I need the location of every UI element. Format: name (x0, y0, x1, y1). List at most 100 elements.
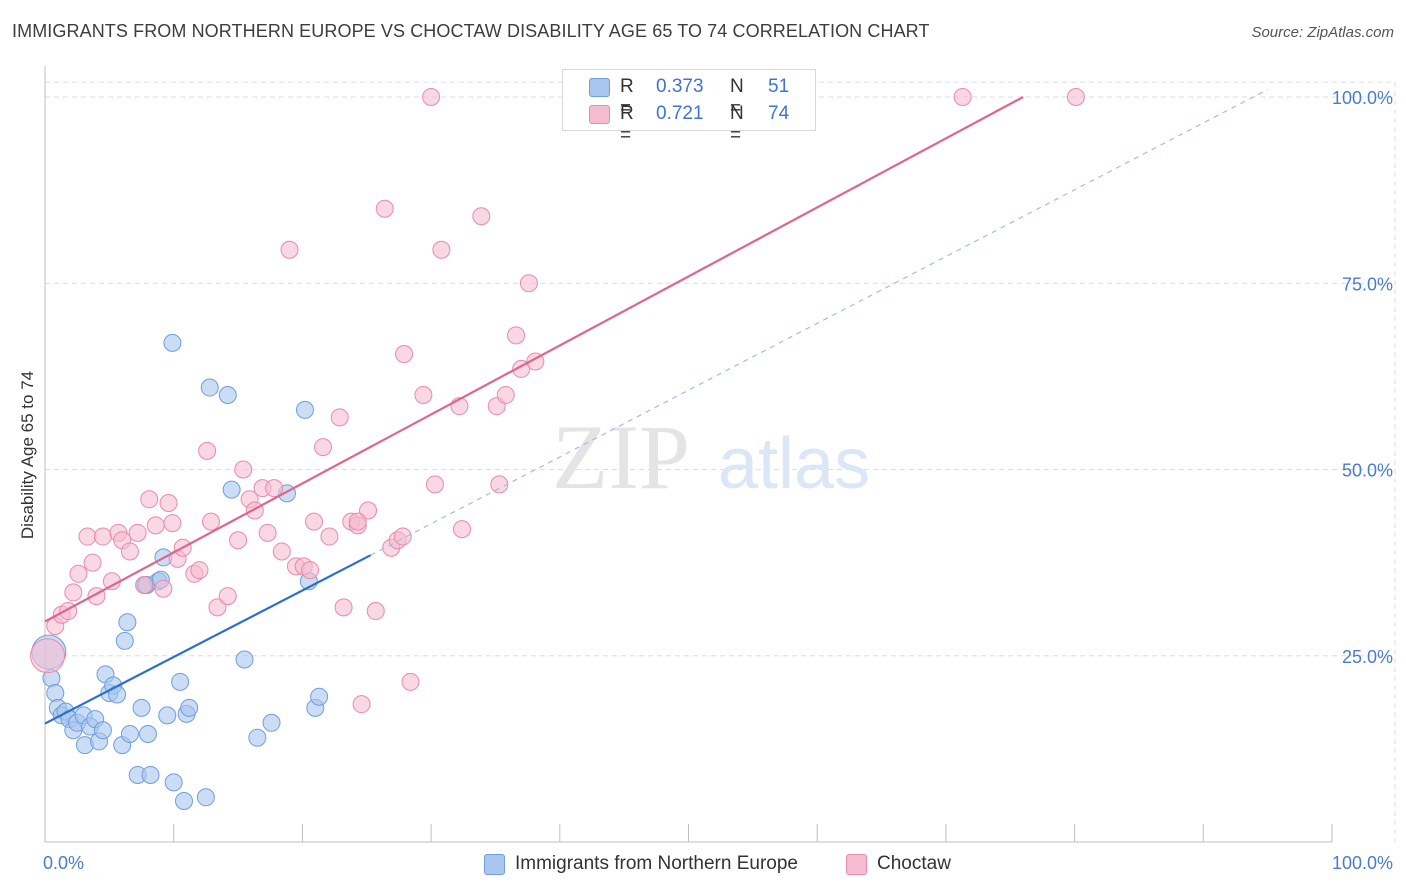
point-immigrants (141, 765, 160, 784)
point-choctaw (229, 531, 248, 550)
point-choctaw (301, 561, 320, 580)
point-immigrants (171, 672, 190, 691)
legend-n-label: N = (730, 103, 744, 146)
point-immigrants (163, 333, 182, 352)
point-choctaw (234, 460, 253, 479)
bottom-legend-swatch-pink (846, 854, 867, 875)
y-tick-label: 75.0% (1342, 274, 1393, 294)
point-choctaw (320, 527, 339, 546)
legend-r-value: 0.373 (656, 76, 704, 97)
trend-line-choctaw (44, 96, 1024, 623)
point-choctaw (366, 602, 385, 621)
point-choctaw (393, 527, 412, 546)
point-choctaw (330, 408, 349, 427)
legend-r-value: 0.721 (656, 103, 704, 124)
point-immigrants (222, 480, 241, 499)
point-choctaw (507, 326, 526, 345)
point-choctaw (208, 598, 227, 617)
point-choctaw (519, 274, 538, 293)
point-choctaw (313, 438, 332, 457)
y-tick-label: 25.0% (1342, 647, 1393, 667)
point-choctaw (128, 523, 147, 542)
point-choctaw (496, 386, 515, 404)
point-choctaw (159, 494, 178, 513)
point-choctaw (64, 583, 83, 602)
point-choctaw (272, 542, 291, 561)
point-choctaw (69, 564, 88, 583)
point-choctaw (258, 523, 277, 542)
point-choctaw (190, 561, 209, 580)
grid-layer (45, 81, 1396, 842)
point-choctaw (93, 527, 112, 546)
point-choctaw (120, 542, 139, 561)
y-axis-label: Disability Age 65 to 74 (18, 370, 37, 540)
point-choctaw (245, 501, 264, 520)
point-choctaw (30, 638, 66, 674)
point-immigrants (262, 713, 281, 732)
point-immigrants (174, 792, 193, 811)
x-tick-label: 100.0% (1332, 853, 1393, 873)
point-immigrants (115, 631, 134, 650)
point-choctaw (432, 240, 451, 259)
point-choctaw (395, 345, 414, 364)
point-choctaw (452, 520, 471, 539)
point-immigrants (235, 650, 254, 669)
point-immigrants (218, 386, 237, 404)
point-choctaw (304, 512, 323, 531)
point-choctaw (352, 695, 371, 714)
point-choctaw (265, 479, 284, 498)
point-choctaw (202, 512, 221, 531)
legend-n-value: 51 (768, 76, 790, 97)
legend-box: R = 0.373 N = 51 R = 0.721 N = 74 (562, 69, 816, 146)
point-immigrants (158, 706, 177, 725)
point-choctaw (140, 490, 159, 509)
axes-layer (44, 66, 1333, 843)
point-immigrants (120, 724, 139, 743)
point-choctaw (146, 516, 165, 535)
point-choctaw (422, 88, 441, 106)
legend-n-value: 74 (768, 103, 790, 124)
point-choctaw (135, 575, 154, 594)
point-immigrants (196, 788, 215, 807)
legend-r-label: R = (620, 76, 634, 119)
point-immigrants (310, 687, 329, 706)
trend-extension-immigrants (370, 89, 1268, 556)
legend-n-label: N = (730, 76, 744, 119)
bottom-legend-label: Immigrants from Northern Europe (515, 853, 798, 874)
legend-swatch-blue (589, 78, 610, 97)
point-immigrants (132, 698, 151, 717)
point-choctaw (490, 475, 509, 494)
y-tick-label: 100.0% (1332, 88, 1393, 108)
legend-r-label: R = (620, 103, 634, 146)
trend-line-immigrants (44, 554, 372, 725)
point-immigrants (46, 684, 65, 702)
point-choctaw (334, 598, 353, 617)
point-immigrants (118, 613, 137, 632)
point-choctaw (359, 501, 378, 520)
point-immigrants (93, 721, 112, 740)
watermark-zip: ZIP (552, 406, 690, 508)
point-choctaw (375, 199, 394, 218)
point-choctaw (83, 553, 102, 572)
point-choctaw (348, 512, 367, 531)
point-immigrants (164, 773, 183, 792)
point-choctaw (472, 207, 491, 226)
point-choctaw (401, 672, 420, 691)
point-choctaw (198, 441, 217, 460)
point-immigrants (138, 724, 157, 743)
point-choctaw (425, 475, 444, 494)
point-choctaw (953, 88, 972, 106)
tick-label-layer: 25.0% 50.0% 75.0% 100.0% 0.0% 100.0% (43, 88, 1393, 873)
point-immigrants (180, 698, 199, 717)
point-choctaw (78, 527, 97, 546)
point-immigrants (295, 400, 314, 419)
legend-swatch-pink (589, 105, 610, 124)
points-layer (30, 88, 1085, 811)
x-tick-label: 0.0% (43, 853, 84, 873)
point-choctaw (280, 240, 299, 259)
point-choctaw (163, 514, 182, 533)
chart-title: IMMIGRANTS FROM NORTHERN EUROPE VS CHOCT… (12, 21, 930, 41)
trend-layer (44, 89, 1268, 725)
point-choctaw (154, 579, 173, 598)
bottom-legend-swatch-blue (484, 854, 505, 875)
